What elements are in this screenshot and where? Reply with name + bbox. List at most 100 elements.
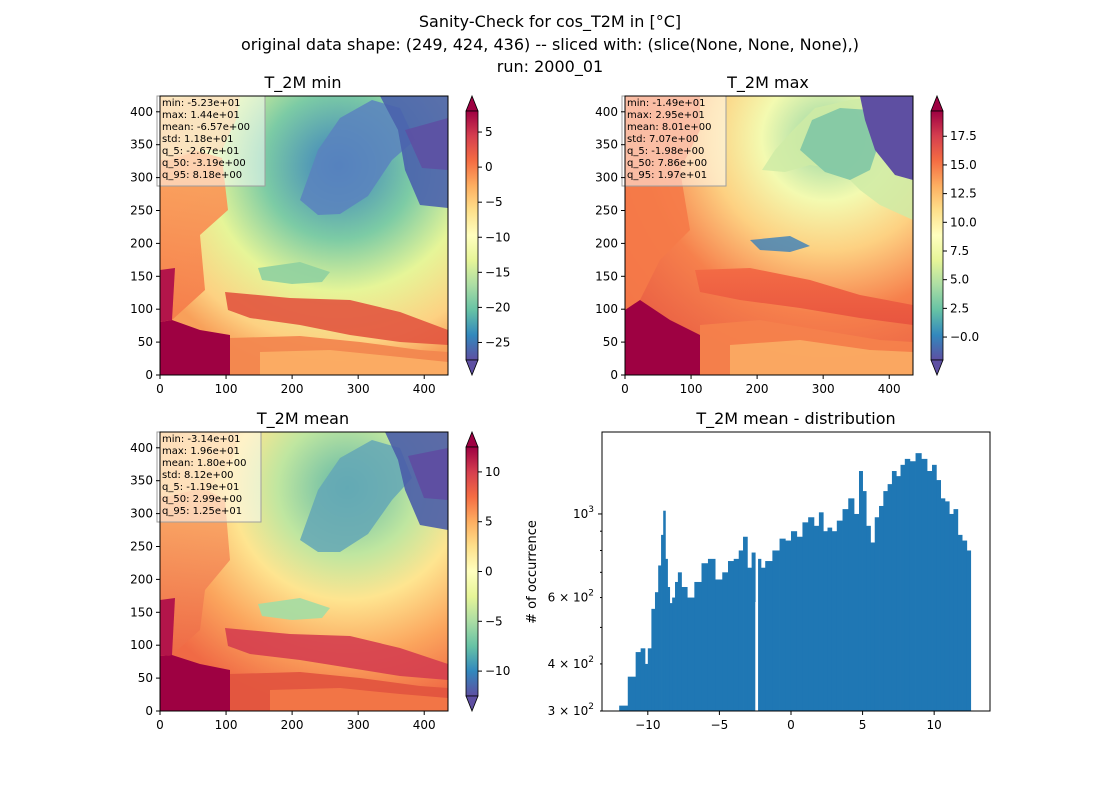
y-tick-label: 200 bbox=[130, 236, 153, 250]
histogram-bar bbox=[818, 512, 824, 711]
y-tick-label: 103 bbox=[573, 505, 594, 521]
histogram-bar bbox=[900, 464, 906, 711]
y-tick-label: 350 bbox=[130, 138, 153, 152]
y-tick-label: 350 bbox=[595, 138, 618, 152]
histogram-bar bbox=[715, 579, 723, 711]
colorbar-tick-label: 10.0 bbox=[950, 215, 977, 229]
y-tick-label: 250 bbox=[130, 539, 153, 553]
histogram-bar bbox=[743, 536, 748, 711]
colorbar-tick-label: 5 bbox=[485, 125, 493, 139]
stat-line: min: -3.14e+01 bbox=[162, 434, 241, 445]
x-tick-label: 300 bbox=[812, 382, 835, 396]
y-tick-label: 300 bbox=[130, 507, 153, 521]
y-tick-label: 350 bbox=[130, 474, 153, 488]
colorbar: 5 0 −5 −10 −15 −20 −25 bbox=[465, 94, 510, 377]
histogram-bar bbox=[779, 538, 786, 711]
colorbar-tick-label: −5 bbox=[485, 614, 503, 628]
histogram-bar bbox=[823, 531, 828, 711]
colorbar-tick-label: −5 bbox=[485, 195, 503, 209]
histogram-bar bbox=[836, 520, 843, 711]
x-tick-label: 100 bbox=[680, 382, 703, 396]
histogram-bar bbox=[681, 586, 688, 711]
suptitle-line-2: original data shape: (249, 424, 436) -- … bbox=[241, 35, 859, 54]
y-tick-label: 0 bbox=[145, 704, 153, 718]
panel-title: T_2M min bbox=[263, 73, 341, 93]
histogram-bar bbox=[940, 498, 946, 711]
histogram-bar bbox=[790, 531, 798, 711]
histogram-bar bbox=[932, 464, 937, 711]
stat-line: q_5: -1.98e+00 bbox=[627, 146, 704, 157]
colorbar-tick-label: 2.5 bbox=[950, 301, 969, 315]
axes-frame bbox=[624, 95, 914, 376]
histogram-bar bbox=[953, 509, 959, 711]
x-tick-label: −10 bbox=[635, 718, 660, 732]
colorbar-tick-label: −20 bbox=[485, 300, 510, 314]
colorbar-tick-label: −10 bbox=[485, 230, 510, 244]
y-tick-label: 300 bbox=[595, 171, 618, 185]
colorbar-tick-label: −15 bbox=[485, 265, 510, 279]
x-tick-label: 0 bbox=[621, 382, 629, 396]
x-tick-label: 200 bbox=[746, 382, 769, 396]
colorbar-tick-label: 12.5 bbox=[950, 187, 977, 201]
histogram-bar bbox=[962, 540, 968, 711]
stats-box: min: -3.14e+01 max: 1.96e+01 mean: 1.80e… bbox=[156, 431, 262, 523]
stats-box: min: -1.49e+01 max: 2.95e+01 mean: 8.01e… bbox=[621, 95, 727, 187]
y-tick-label: 0 bbox=[610, 368, 618, 382]
histogram-bar bbox=[687, 597, 695, 711]
y-tick-label: 400 bbox=[595, 105, 618, 119]
histogram-bar bbox=[772, 550, 780, 711]
x-tick-label: 400 bbox=[413, 382, 436, 396]
y-tick-label: 6 × 102 bbox=[548, 589, 594, 605]
stat-line: q_95: 8.18e+00 bbox=[162, 170, 242, 181]
panel-title: T_2M mean - distribution bbox=[695, 409, 895, 429]
y-tick-label: 150 bbox=[130, 269, 153, 283]
histogram-bar bbox=[853, 513, 860, 711]
y-tick-label: 250 bbox=[595, 203, 618, 217]
stat-line: std: 7.07e+00 bbox=[627, 134, 699, 145]
colorbar-tick-label: −25 bbox=[485, 335, 510, 349]
histogram-bars bbox=[619, 453, 972, 711]
stat-line: std: 8.12e+00 bbox=[162, 470, 234, 481]
histogram-bar bbox=[640, 648, 646, 711]
x-tick-label: 300 bbox=[347, 382, 370, 396]
x-tick-label: 300 bbox=[347, 718, 370, 732]
histogram-bar bbox=[758, 558, 762, 711]
histogram-bar bbox=[896, 476, 901, 711]
y-tick-label: 150 bbox=[595, 269, 618, 283]
stat-line: max: 2.95e+01 bbox=[627, 110, 705, 121]
stat-line: q_95: 1.25e+01 bbox=[162, 506, 242, 517]
stat-line: q_50: -3.19e+00 bbox=[162, 158, 246, 169]
histogram-bar bbox=[921, 458, 928, 711]
histogram-bar bbox=[661, 534, 664, 711]
axis-ticks: 0 100 200 300 400 0 50 100 150 200 250 300 350 400 bbox=[130, 441, 436, 732]
histogram-bar bbox=[831, 531, 838, 711]
colorbar-tick-label: 5 bbox=[485, 515, 493, 529]
axis-ticks: 0 100 200 300 400 0 50 100 150 200 250 300 350 400 bbox=[130, 105, 436, 396]
stat-line: q_50: 7.86e+00 bbox=[627, 158, 707, 169]
histogram-bar bbox=[647, 648, 652, 711]
stat-line: mean: 1.80e+00 bbox=[162, 458, 246, 469]
y-tick-label: 50 bbox=[138, 671, 153, 685]
stat-line: max: 1.44e+01 bbox=[162, 110, 240, 121]
histogram-bar bbox=[644, 663, 649, 711]
x-tick-label: 400 bbox=[413, 718, 436, 732]
stats-box: min: -5.23e+01 max: 1.44e+01 mean: -6.57… bbox=[156, 95, 266, 187]
histogram-bar bbox=[944, 501, 950, 711]
histogram-bar bbox=[738, 550, 744, 711]
histogram-bar bbox=[957, 534, 963, 711]
colorbar-tick-label: 15.0 bbox=[950, 158, 977, 172]
colorbar-tick-label: 0 bbox=[485, 160, 493, 174]
y-tick-label: 200 bbox=[130, 572, 153, 586]
y-tick-label: 400 bbox=[130, 105, 153, 119]
histogram-bar bbox=[733, 558, 740, 711]
panel-t2m-mean: T_2M mean min: -3.14e+01 max: bbox=[130, 409, 510, 732]
histogram-bar bbox=[813, 525, 820, 711]
histogram-bar bbox=[701, 563, 709, 711]
colorbar-tick-label: 0 bbox=[485, 565, 493, 579]
histogram-bar bbox=[966, 550, 972, 711]
histogram-bar bbox=[879, 505, 884, 711]
stat-line: min: -5.23e+01 bbox=[162, 98, 241, 109]
histogram-bar bbox=[862, 491, 867, 711]
axes-frame bbox=[159, 431, 449, 712]
